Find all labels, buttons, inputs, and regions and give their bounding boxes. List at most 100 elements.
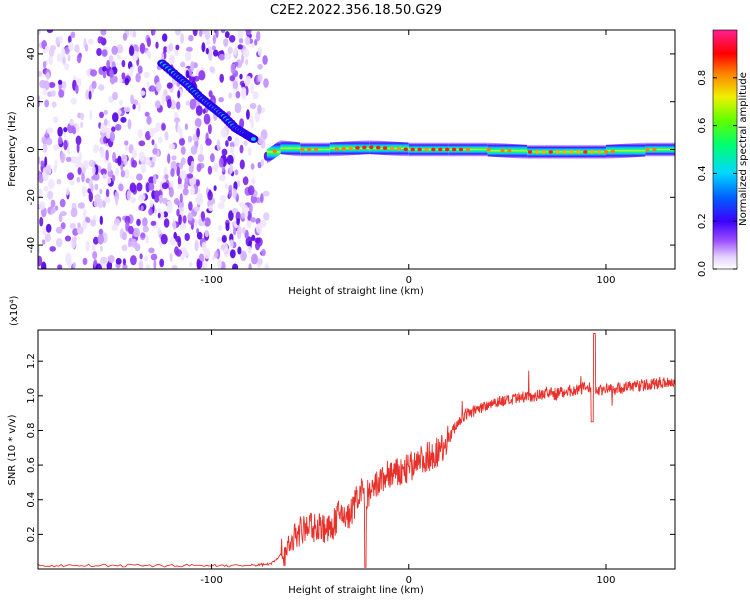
noise-speckle — [129, 196, 137, 203]
noise-speckle — [163, 46, 168, 53]
noise-speckle — [210, 153, 215, 163]
noise-speckle — [97, 198, 103, 209]
noise-speckle — [186, 46, 193, 52]
noise-speckle — [242, 48, 250, 58]
noise-speckle — [224, 183, 229, 190]
noise-speckle — [145, 264, 151, 269]
noise-speckle — [162, 197, 168, 205]
x-tick-label: 0 — [406, 575, 412, 586]
doppler-hotspot — [458, 147, 464, 152]
noise-speckle — [85, 69, 92, 77]
noise-speckle — [242, 176, 249, 186]
noise-speckle — [158, 136, 163, 144]
noise-speckle — [138, 260, 144, 269]
noise-speckle — [70, 31, 76, 38]
noise-speckle — [152, 156, 157, 163]
y-tick-label: 0.2 — [26, 526, 37, 542]
noise-speckle — [91, 175, 97, 181]
noise-speckle — [208, 205, 214, 212]
y-tick-label: 20 — [26, 95, 37, 108]
doppler-hotspot — [403, 147, 408, 152]
noise-speckle — [53, 116, 59, 124]
noise-speckle — [161, 182, 169, 190]
noise-speckle — [129, 182, 137, 193]
spectrogram-xlabel: Height of straight line (km) — [288, 286, 424, 297]
noise-speckle — [136, 182, 143, 192]
doppler-hotspot — [652, 147, 657, 152]
noise-speckle — [237, 246, 242, 255]
noise-speckle — [157, 212, 161, 219]
noise-speckle — [223, 247, 230, 257]
noise-speckle — [69, 223, 76, 229]
noise-speckle — [91, 244, 96, 251]
noise-speckle — [76, 176, 81, 183]
noise-speckle — [136, 173, 143, 181]
noise-speckle — [229, 146, 235, 154]
noise-speckle — [38, 156, 41, 165]
noise-speckle — [178, 214, 182, 225]
noise-speckle — [255, 241, 260, 251]
noise-speckle — [179, 137, 185, 146]
noise-speckle — [124, 145, 129, 151]
noise-speckle — [226, 154, 234, 166]
noise-speckle — [68, 41, 74, 52]
colorbar-tick-label: 0.2 — [697, 213, 708, 229]
noise-speckle — [190, 61, 195, 72]
noise-speckle — [168, 186, 174, 198]
noise-speckle — [256, 31, 261, 42]
noise-speckle — [109, 131, 115, 142]
noise-speckle — [168, 43, 174, 52]
noise-speckle — [53, 165, 57, 173]
noise-speckle — [262, 55, 268, 65]
noise-speckle — [68, 35, 72, 44]
noise-speckle — [148, 160, 152, 167]
noise-speckle — [57, 264, 63, 269]
noise-speckle — [97, 233, 105, 245]
noise-speckle — [45, 223, 52, 233]
noise-speckle — [80, 121, 84, 129]
noise-speckle — [257, 104, 262, 115]
doppler-hotspot — [341, 146, 346, 151]
noise-speckle — [44, 45, 50, 52]
noise-speckle — [155, 41, 159, 49]
noise-speckle — [252, 91, 259, 100]
noise-speckle — [56, 53, 62, 62]
x-tick-label: -100 — [200, 575, 223, 586]
noise-speckle — [174, 246, 179, 256]
noise-speckle — [234, 169, 239, 176]
noise-speckle — [159, 258, 165, 268]
noise-speckle — [224, 31, 230, 39]
noise-speckle — [88, 38, 94, 45]
noise-speckle — [245, 30, 252, 36]
noise-speckle — [173, 198, 180, 205]
noise-speckle — [88, 191, 94, 203]
noise-speckle — [230, 63, 236, 74]
colorbar: 0.0 0.2 0.4 0.6 0.8 Normalized spectral ampl… — [697, 29, 749, 277]
noise-speckle — [93, 236, 99, 245]
noise-speckle — [157, 227, 162, 236]
snr-plot-area — [38, 333, 675, 568]
noise-speckle — [211, 198, 216, 205]
noise-speckle — [256, 223, 263, 234]
noise-speckle — [38, 173, 44, 184]
noise-speckle — [74, 44, 80, 53]
noise-speckle — [93, 144, 99, 154]
noise-speckle — [111, 45, 118, 56]
noise-speckle — [95, 263, 102, 269]
noise-speckle — [257, 46, 263, 56]
noise-speckle — [160, 211, 165, 219]
noise-speckle — [38, 70, 43, 77]
noise-speckle — [194, 117, 202, 128]
doppler-hotspot — [555, 150, 560, 154]
noise-speckle — [220, 127, 227, 138]
colorbar-ticks: 0.0 0.2 0.4 0.6 0.8 — [697, 70, 737, 277]
noise-speckle — [121, 244, 128, 252]
noise-speckle — [99, 245, 103, 252]
noise-speckles — [38, 30, 270, 269]
noise-speckle — [112, 112, 119, 123]
doppler-hotspot — [355, 146, 360, 150]
noise-speckle — [225, 140, 229, 147]
noise-speckle — [244, 209, 249, 218]
noise-speckle — [42, 143, 48, 154]
